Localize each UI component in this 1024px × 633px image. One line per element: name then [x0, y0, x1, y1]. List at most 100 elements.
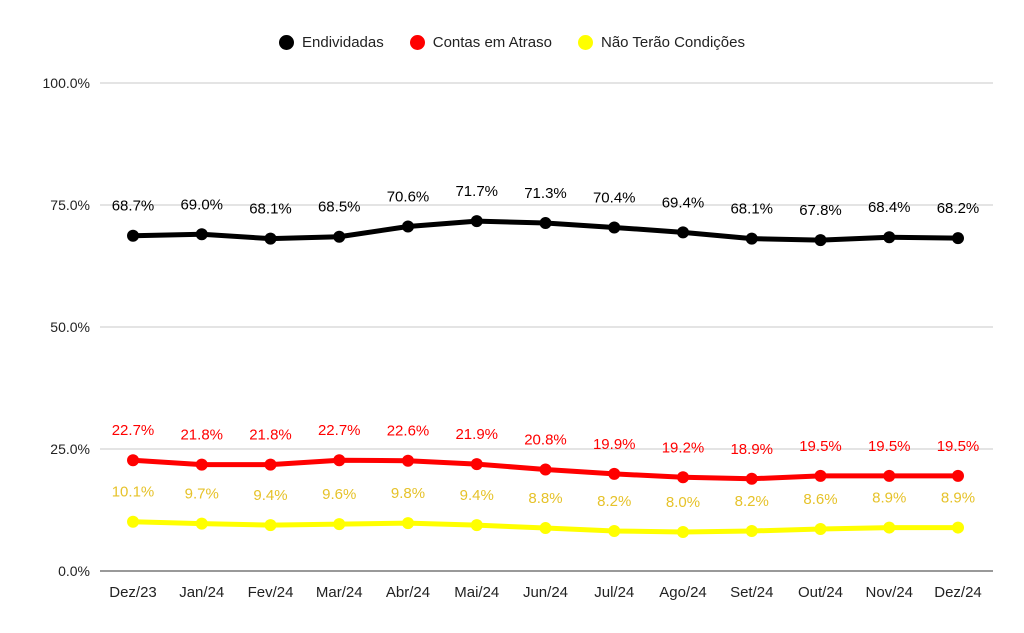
data-label-contas-em-atraso: 22.7% — [112, 422, 155, 439]
x-tick-label: Jun/24 — [523, 584, 568, 601]
data-label-endividadas: 68.4% — [868, 199, 911, 216]
data-point-endividadas — [539, 217, 552, 230]
data-label-nao-terao-condicoes: 8.2% — [735, 493, 769, 510]
data-label-endividadas: 70.4% — [593, 189, 636, 206]
data-point-contas-em-atraso — [402, 454, 414, 467]
data-label-contas-em-atraso: 21.9% — [455, 426, 498, 443]
data-point-endividadas — [402, 220, 414, 233]
data-label-contas-em-atraso: 22.6% — [387, 423, 430, 440]
x-tick-label: Mar/24 — [316, 584, 363, 601]
data-label-contas-em-atraso: 19.2% — [662, 439, 705, 456]
x-tick-label: Mai/24 — [454, 584, 499, 601]
data-label-nao-terao-condicoes: 8.9% — [941, 490, 975, 507]
data-point-contas-em-atraso — [127, 454, 139, 467]
data-label-nao-terao-condicoes: 8.8% — [528, 490, 562, 507]
data-point-contas-em-atraso — [745, 472, 758, 485]
legend-item-nao-terao-condicoes: Não Terão Condições — [577, 33, 745, 51]
data-point-nao-terao-condicoes — [952, 521, 964, 534]
data-label-nao-terao-condicoes: 9.8% — [391, 485, 425, 502]
data-label-endividadas: 69.0% — [180, 196, 223, 213]
data-point-nao-terao-condicoes — [402, 517, 414, 530]
data-point-contas-em-atraso — [195, 458, 208, 471]
data-label-contas-em-atraso: 19.5% — [868, 438, 911, 455]
x-tick-label: Fev/24 — [248, 584, 294, 601]
y-tick-label: 0.0% — [58, 563, 90, 579]
data-label-nao-terao-condicoes: 9.6% — [322, 486, 356, 503]
data-point-endividadas — [333, 230, 346, 243]
data-label-contas-em-atraso: 20.8% — [524, 431, 567, 448]
data-point-endividadas — [608, 221, 621, 234]
y-tick-label: 100.0% — [43, 75, 90, 91]
data-point-endividadas — [952, 232, 964, 245]
data-point-endividadas — [814, 234, 827, 247]
data-label-endividadas: 68.7% — [112, 198, 155, 215]
data-label-endividadas: 67.8% — [799, 202, 842, 219]
x-tick-label: Dez/23 — [109, 584, 157, 601]
data-point-nao-terao-condicoes — [883, 521, 896, 534]
data-point-nao-terao-condicoes — [127, 515, 139, 528]
legend-label-nao-terao-condicoes: Não Terão Condições — [600, 33, 745, 51]
data-point-endividadas — [677, 226, 689, 239]
data-point-endividadas — [883, 231, 896, 244]
data-label-endividadas: 69.4% — [662, 194, 705, 211]
data-point-nao-terao-condicoes — [195, 517, 208, 530]
x-tick-label: Jan/24 — [179, 584, 224, 601]
legend-label-contas-em-atraso: Contas em Atraso — [432, 33, 552, 51]
y-tick-label: 25.0% — [50, 441, 90, 457]
data-point-endividadas — [127, 229, 139, 242]
data-point-nao-terao-condicoes — [470, 519, 483, 532]
x-tick-label: Ago/24 — [659, 584, 707, 601]
data-label-nao-terao-condicoes: 8.2% — [597, 493, 631, 510]
data-label-endividadas: 68.5% — [318, 199, 361, 216]
data-point-endividadas — [195, 228, 208, 241]
data-label-nao-terao-condicoes: 8.6% — [803, 491, 837, 508]
data-label-nao-terao-condicoes: 10.1% — [112, 484, 155, 501]
data-point-endividadas — [470, 215, 483, 228]
data-label-endividadas: 68.2% — [937, 200, 980, 217]
legend-marker-endividadas — [279, 34, 295, 50]
data-label-nao-terao-condicoes: 8.9% — [872, 490, 906, 507]
legend-marker-contas-em-atraso — [409, 34, 425, 50]
data-label-contas-em-atraso: 21.8% — [249, 427, 292, 444]
data-point-nao-terao-condicoes — [608, 524, 621, 537]
data-label-contas-em-atraso: 21.8% — [180, 427, 223, 444]
data-label-nao-terao-condicoes: 8.0% — [666, 494, 700, 511]
data-label-contas-em-atraso: 19.9% — [593, 436, 636, 453]
data-point-contas-em-atraso — [333, 454, 346, 467]
data-point-contas-em-atraso — [952, 469, 964, 482]
x-tick-label: Abr/24 — [386, 584, 430, 601]
data-point-contas-em-atraso — [608, 467, 621, 480]
data-point-nao-terao-condicoes — [814, 523, 827, 536]
y-tick-label: 75.0% — [50, 197, 90, 213]
data-label-nao-terao-condicoes: 9.4% — [253, 487, 287, 504]
data-point-nao-terao-condicoes — [539, 522, 552, 535]
data-label-endividadas: 71.3% — [524, 185, 567, 202]
chart-legend: Endividadas Contas em Atraso Não Terão C… — [0, 30, 1024, 54]
data-label-contas-em-atraso: 18.9% — [730, 441, 773, 458]
data-label-endividadas: 68.1% — [730, 201, 773, 218]
data-point-nao-terao-condicoes — [745, 524, 758, 537]
data-label-endividadas: 68.1% — [249, 201, 292, 218]
data-label-endividadas: 71.7% — [455, 183, 498, 200]
data-point-contas-em-atraso — [470, 458, 483, 471]
data-point-contas-em-atraso — [814, 469, 827, 482]
data-label-nao-terao-condicoes: 9.4% — [460, 487, 494, 504]
x-tick-label: Set/24 — [730, 584, 773, 601]
data-point-nao-terao-condicoes — [677, 525, 689, 538]
data-point-nao-terao-condicoes — [333, 518, 346, 531]
data-label-endividadas: 70.6% — [387, 188, 430, 205]
data-point-contas-em-atraso — [883, 469, 896, 482]
data-label-nao-terao-condicoes: 9.7% — [185, 486, 219, 503]
data-label-contas-em-atraso: 19.5% — [937, 438, 980, 455]
x-tick-label: Nov/24 — [865, 584, 913, 601]
data-point-endividadas — [264, 232, 277, 245]
data-point-nao-terao-condicoes — [264, 519, 277, 532]
legend-item-contas-em-atraso: Contas em Atraso — [409, 33, 552, 51]
legend-item-endividadas: Endividadas — [279, 34, 384, 51]
data-point-endividadas — [745, 232, 758, 245]
data-point-contas-em-atraso — [264, 458, 277, 471]
x-tick-label: Dez/24 — [934, 584, 982, 601]
data-label-contas-em-atraso: 19.5% — [799, 438, 842, 455]
data-label-contas-em-atraso: 22.7% — [318, 422, 361, 439]
